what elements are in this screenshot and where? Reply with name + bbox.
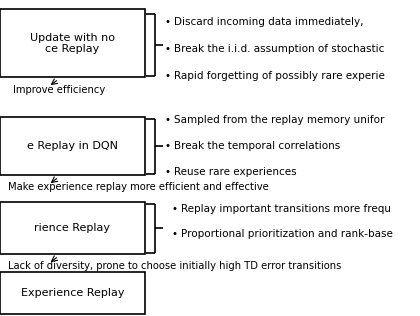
Text: e Replay in DQN: e Replay in DQN <box>27 141 118 151</box>
Text: rience Replay: rience Replay <box>34 223 110 233</box>
Text: Update with no
ce Replay: Update with no ce Replay <box>30 33 115 54</box>
Text: •: • <box>165 71 171 81</box>
Text: Break the temporal correlations: Break the temporal correlations <box>174 141 341 151</box>
Text: Rapid forgetting of possibly rare experie: Rapid forgetting of possibly rare experi… <box>174 71 385 81</box>
Bar <box>0 117 145 175</box>
Text: •: • <box>171 229 177 240</box>
Text: Experience Replay: Experience Replay <box>21 288 124 298</box>
Text: Make experience replay more efficient and effective: Make experience replay more efficient an… <box>8 182 269 192</box>
Text: •: • <box>171 204 177 214</box>
Bar <box>0 9 145 77</box>
Text: •: • <box>165 17 171 27</box>
Text: •: • <box>165 141 171 151</box>
Bar <box>0 202 145 254</box>
Text: •: • <box>165 44 171 54</box>
Text: Break the i.i.d. assumption of stochastic: Break the i.i.d. assumption of stochasti… <box>174 44 385 54</box>
Text: Lack of diversity, prone to choose initially high TD error transitions: Lack of diversity, prone to choose initi… <box>8 261 342 271</box>
Text: •: • <box>165 115 171 125</box>
Bar <box>0 272 145 314</box>
Text: Sampled from the replay memory unifor: Sampled from the replay memory unifor <box>174 115 385 125</box>
Text: Replay important transitions more frequ: Replay important transitions more frequ <box>181 204 391 214</box>
Text: Reuse rare experiences: Reuse rare experiences <box>174 167 297 177</box>
Text: •: • <box>165 167 171 177</box>
Text: Proportional prioritization and rank-base: Proportional prioritization and rank-bas… <box>181 229 392 240</box>
Text: Discard incoming data immediately,: Discard incoming data immediately, <box>174 17 364 27</box>
Text: Improve efficiency: Improve efficiency <box>13 85 105 95</box>
